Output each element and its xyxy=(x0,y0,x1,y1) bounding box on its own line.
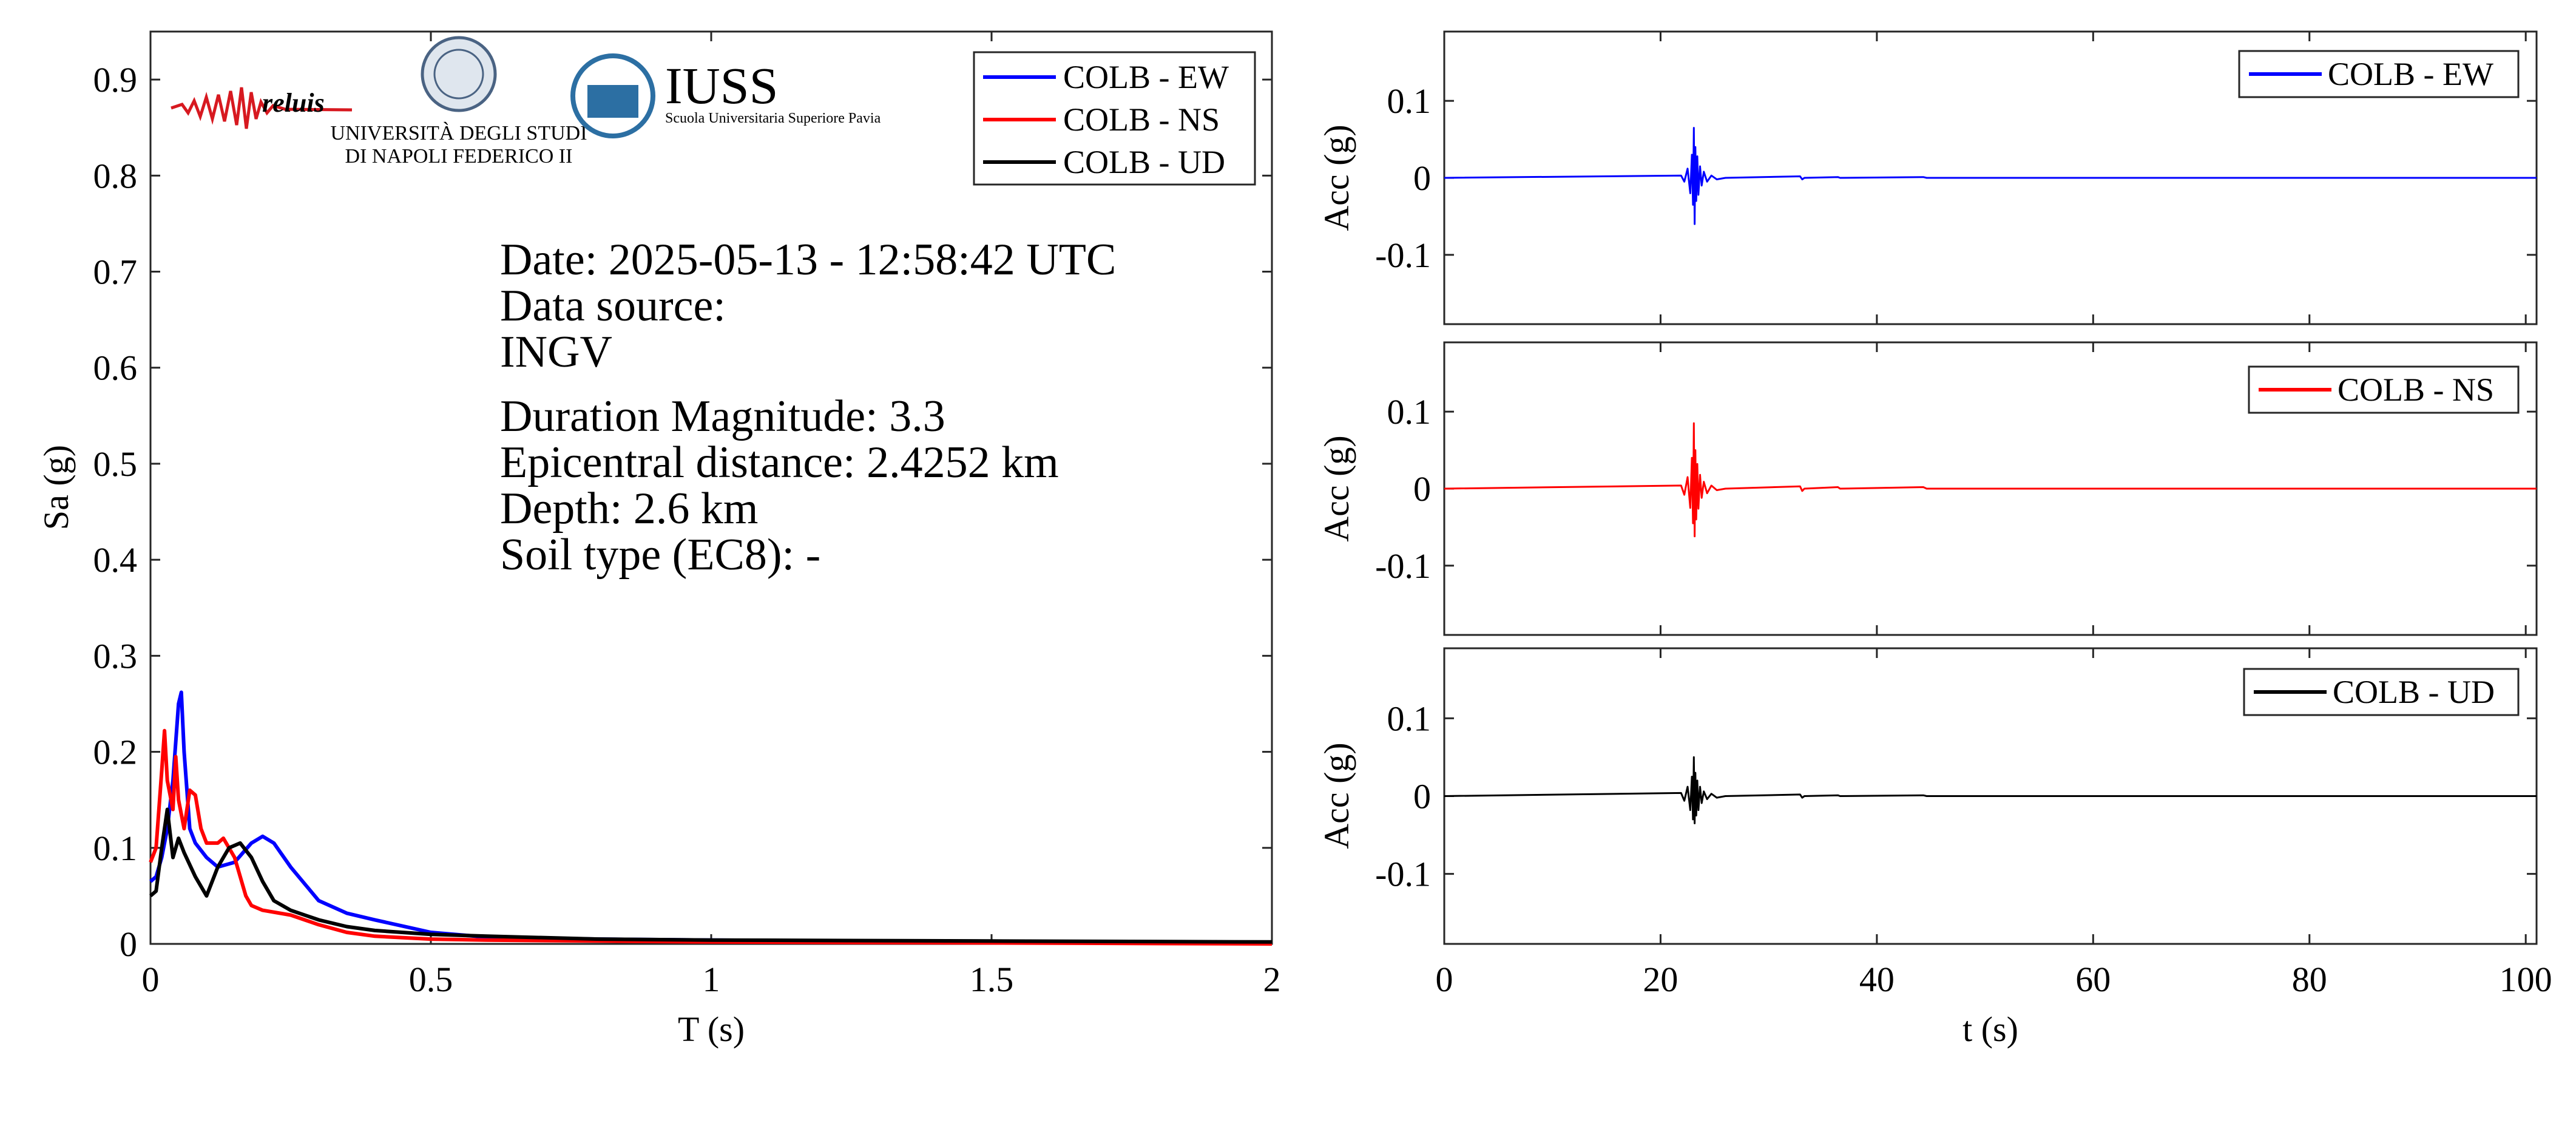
spectrum-y-tick-label: 0.8 xyxy=(93,156,138,195)
legend-ew-label: COLB - EW xyxy=(1063,59,1229,95)
ns-y-tick-label: 0.1 xyxy=(1387,392,1432,432)
unina-logo-line1: UNIVERSITÀ DEGLI STUDI xyxy=(330,122,587,144)
spectrum-x-tick-label: 0.5 xyxy=(409,960,453,999)
ud-x-tick-label: 60 xyxy=(2075,960,2111,999)
spectrum-y-tick-label: 0.4 xyxy=(93,540,138,580)
spectrum-legend: COLB - EW COLB - NS COLB - UD xyxy=(973,51,1256,186)
accelerogram-panels: -0.1 0 0.1 Acc (g) COLB - EW -0.1 0 0.1 Acc … xyxy=(1317,30,2552,1049)
ud-trace xyxy=(1444,756,2537,824)
spectrum-y-tick-label: 0.5 xyxy=(93,444,138,484)
spectrum-y-tick-label: 0.7 xyxy=(93,253,138,292)
spectrum-y-tick-label: 0.1 xyxy=(93,829,138,868)
event-date: Date: 2025-05-13 - 12:58:42 UTC xyxy=(500,235,1116,285)
epicentral-distance: Epicentral distance: 2.4252 km xyxy=(500,438,1059,487)
ud-y-axis-label: Acc (g) xyxy=(1317,742,1356,849)
unina-seal-graphic xyxy=(421,36,497,112)
ud-y-tick-label: -0.1 xyxy=(1375,855,1431,894)
spectrum-panel: 0 0.1 0.2 0.3 0.4 0.5 0.6 0.7 0.8 0.9 0 0.5 1 1.5 2 T … xyxy=(36,30,1281,1049)
spectrum-x-tick-label: 0 xyxy=(142,960,160,999)
legend-ns-label: COLB - NS xyxy=(1063,101,1220,138)
ns-y-tick-label: -0.1 xyxy=(1375,546,1431,586)
spectrum-series-colb-ud xyxy=(149,807,1273,944)
ns-ticks: -0.1 0 0.1 xyxy=(1375,342,2537,635)
spectrum-y-tick-label: 0 xyxy=(120,924,137,964)
ns-panel: -0.1 0 0.1 Acc (g) COLB - NS xyxy=(1317,341,2538,636)
ns-series-colb-ns xyxy=(1444,422,2537,538)
ud-x-tick-label: 100 xyxy=(2500,960,2552,999)
spectrum-series-colb-ns xyxy=(149,728,1273,946)
ew-y-axis-label: Acc (g) xyxy=(1317,124,1356,231)
ew-series-colb-ew xyxy=(1444,127,2537,225)
iuss-logo-title: IUSS xyxy=(665,56,778,115)
ud-x-tick-label: 0 xyxy=(1436,960,1453,999)
legend-ud-label: COLB - UD xyxy=(1063,144,1225,180)
ns-y-tick-label: 0 xyxy=(1413,469,1431,509)
spectrum-x-tick-label: 2 xyxy=(1263,960,1281,999)
ud-legend-box xyxy=(2243,668,2520,716)
ew-panel: -0.1 0 0.1 Acc (g) COLB - EW xyxy=(1317,30,2538,325)
ns-legend-label: COLB - NS xyxy=(2338,371,2494,408)
ud-x-tick-label: 40 xyxy=(1859,960,1895,999)
ew-y-tick-label: 0.1 xyxy=(1387,81,1432,121)
ew-y-tick-label: -0.1 xyxy=(1375,236,1431,275)
data-source-value: INGV xyxy=(500,327,612,377)
ns-y-axis-label: Acc (g) xyxy=(1317,435,1356,542)
event-info: Date: 2025-05-13 - 12:58:42 UTC Data sou… xyxy=(500,235,1116,580)
iuss-emblem-building-graphic xyxy=(587,85,638,118)
spectrum-x-axis-label: T (s) xyxy=(678,1009,745,1049)
ud-legend-label: COLB - UD xyxy=(2333,674,2495,710)
spectrum-curves xyxy=(149,690,1273,946)
spectrum-y-axis-label: Sa (g) xyxy=(36,445,76,530)
soil-type: Soil type (EC8): - xyxy=(500,530,820,580)
ew-y-tick-label: 0 xyxy=(1413,158,1431,198)
spectrum-y-tick-label: 0.6 xyxy=(93,348,138,388)
ud-ticks: -0.1 0 0.1 0 20 40 60 80 100 xyxy=(1375,648,2552,999)
reluis-seismogram-graphic xyxy=(171,87,353,129)
time-x-axis-label: t (s) xyxy=(1962,1009,2018,1049)
spectrum-x-tick-label: 1.5 xyxy=(970,960,1014,999)
ns-trace xyxy=(1444,422,2537,538)
spectrum-ticks: 0 0.1 0.2 0.3 0.4 0.5 0.6 0.7 0.8 0.9 0 0.5 1 1.5 2 xyxy=(93,32,1281,999)
depth: Depth: 2.6 km xyxy=(500,484,758,534)
unina-seal-inner-graphic xyxy=(433,49,484,100)
reluis-logo: reluis xyxy=(171,87,353,129)
iuss-logo: IUSS Scuola Universitaria Superiore Pavi… xyxy=(570,53,881,138)
spectrum-x-tick-label: 1 xyxy=(703,960,720,999)
ud-x-tick-label: 20 xyxy=(1643,960,1678,999)
ud-y-tick-label: 0 xyxy=(1413,777,1431,816)
unina-logo-line2: DI NAPOLI FEDERICO II xyxy=(345,145,573,168)
ud-panel: -0.1 0 0.1 0 20 40 60 80 100 Acc (g) COLB - UD t… xyxy=(1317,647,2552,1049)
spectrum-y-tick-label: 0.3 xyxy=(93,636,138,676)
spectrum-y-tick-label: 0.9 xyxy=(93,60,138,100)
ew-ticks: -0.1 0 0.1 xyxy=(1375,32,2537,324)
ud-y-tick-label: 0.1 xyxy=(1387,699,1432,738)
ud-x-tick-label: 80 xyxy=(2292,960,2327,999)
reluis-logo-text: reluis xyxy=(262,88,325,118)
data-source-label: Data source: xyxy=(500,281,726,331)
ud-series-colb-ud xyxy=(1444,756,2537,824)
ew-trace xyxy=(1444,127,2537,225)
iuss-logo-subtitle: Scuola Universitaria Superiore Pavia xyxy=(665,110,881,126)
ew-legend-label: COLB - EW xyxy=(2328,56,2493,92)
duration-magnitude: Duration Magnitude: 3.3 xyxy=(500,392,945,441)
unina-logo: UNIVERSITÀ DEGLI STUDI DI NAPOLI FEDERIC… xyxy=(330,36,587,168)
spectrum-y-tick-label: 0.2 xyxy=(93,733,138,772)
